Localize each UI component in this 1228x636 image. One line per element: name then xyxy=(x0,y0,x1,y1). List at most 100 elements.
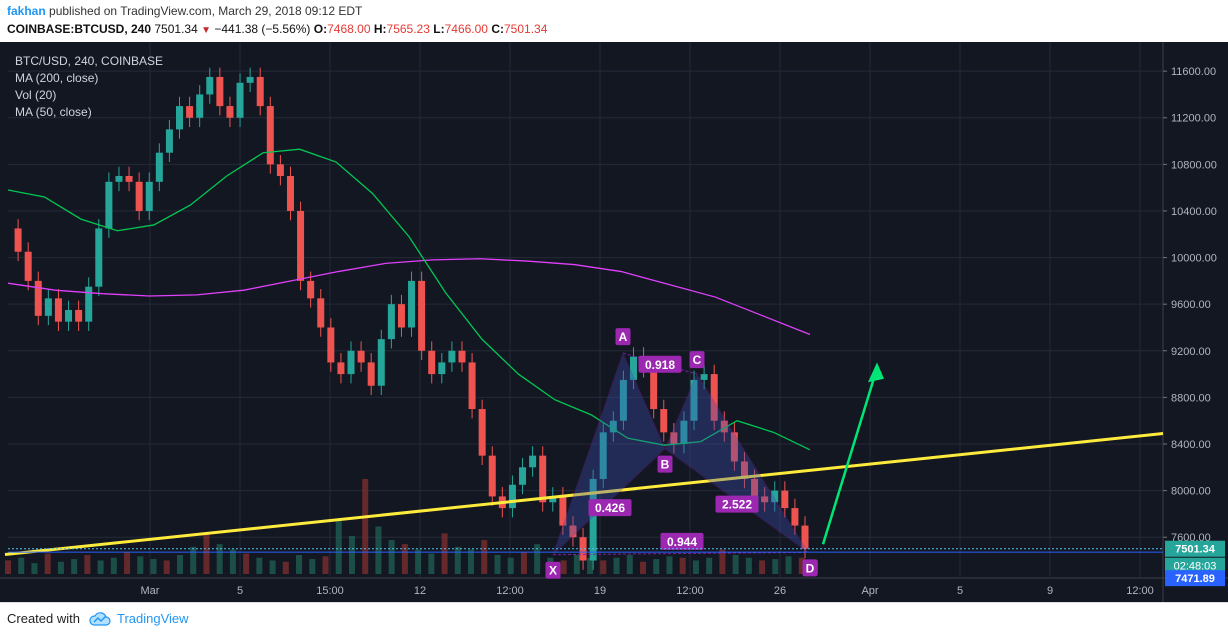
candle-body xyxy=(670,432,678,444)
current-price-value: 7501.34 xyxy=(1175,544,1216,556)
down-triangle-icon: ▼ xyxy=(201,25,212,36)
candle-body xyxy=(458,350,466,363)
countdown-value: 02:48:03 xyxy=(1174,561,1217,573)
tradingview-cloud-icon xyxy=(89,612,111,626)
volume-bar xyxy=(732,555,739,574)
volume-bar xyxy=(613,557,620,574)
candle-body xyxy=(307,280,315,299)
low-value: 7466.00 xyxy=(444,22,488,36)
trendline xyxy=(4,432,1164,556)
symbol-label[interactable]: COINBASE:BTCUSD, 240 xyxy=(7,22,152,36)
candle-body xyxy=(599,432,607,479)
candle-body xyxy=(801,525,809,549)
volume-bar xyxy=(203,533,210,574)
volume-bar xyxy=(282,561,289,574)
volume-bar xyxy=(692,560,699,574)
x-tick-label: 12:00 xyxy=(676,585,704,597)
price-chart[interactable]: 7600.008000.008400.008800.009200.009600.… xyxy=(0,42,1228,602)
pattern-ratio-label: 2.522 xyxy=(722,498,752,512)
volume-bar xyxy=(587,557,594,574)
candle-body xyxy=(740,461,748,479)
volume-bar xyxy=(97,560,104,574)
y-tick-label: 8000.00 xyxy=(1171,486,1211,498)
y-tick-label: 9600.00 xyxy=(1171,299,1211,311)
pattern-ratio-label: 0.426 xyxy=(595,501,625,515)
volume-bar xyxy=(507,557,514,574)
pattern-ac-line xyxy=(622,352,698,375)
candle-body xyxy=(186,106,194,118)
published-text: published on TradingView.com, March 29, … xyxy=(49,4,363,18)
footer: Created with TradingView xyxy=(0,602,1228,636)
candle-body xyxy=(781,490,789,509)
volume-bar xyxy=(362,479,369,574)
candle-body xyxy=(619,379,627,421)
candle-body xyxy=(519,467,527,485)
x-tick-label: Mar xyxy=(141,585,160,597)
candle-body xyxy=(256,76,264,107)
candle-body xyxy=(337,362,345,375)
author-name[interactable]: fakhan xyxy=(7,4,46,18)
volume-bar xyxy=(772,559,779,574)
candle-body xyxy=(297,210,305,281)
chart-background xyxy=(0,42,1228,602)
candle-body xyxy=(488,455,496,497)
candle-body xyxy=(549,496,557,503)
candle-body xyxy=(478,409,486,456)
close-value: 7501.34 xyxy=(504,22,548,36)
pattern-ratio-label-bg xyxy=(715,495,759,513)
chart-header: fakhan published on TradingView.com, Mar… xyxy=(0,0,1228,42)
candle-body xyxy=(589,478,597,561)
open-label: O: xyxy=(313,22,328,36)
volume-bar xyxy=(190,546,197,574)
candle-body xyxy=(95,228,103,287)
volume-bar xyxy=(309,559,316,574)
volume-bar xyxy=(124,552,131,574)
volume-bar xyxy=(216,544,223,574)
candle-body xyxy=(145,181,153,211)
volume-bar xyxy=(401,544,408,574)
volume-bar xyxy=(494,555,501,574)
created-with-text: Created with xyxy=(7,611,80,626)
chart-area[interactable]: 7600.00 8000.00 8400.00 8800.00 9200.00 9600.… xyxy=(0,42,1228,602)
volume-bar xyxy=(110,557,117,574)
tradingview-brand[interactable]: TradingView xyxy=(117,611,189,626)
volume-bar xyxy=(5,560,11,574)
volume-bar xyxy=(679,557,686,574)
volume-bar xyxy=(84,555,91,574)
legend-item: MA (50, close) xyxy=(15,105,92,119)
candle-body xyxy=(317,298,325,328)
candle-body xyxy=(165,129,173,153)
pattern-ratio-label-bg xyxy=(638,355,682,373)
candle-body xyxy=(730,432,738,462)
x-tick-label: 5 xyxy=(957,585,963,597)
candle-body xyxy=(44,298,52,316)
pattern-point-X-bg xyxy=(545,561,561,579)
ma50-line xyxy=(7,148,811,451)
volume-bar xyxy=(296,555,303,574)
volume-bar xyxy=(560,560,567,574)
volume-bar xyxy=(534,544,541,574)
x-tick-label: 19 xyxy=(594,585,606,597)
x-tick-label: 12 xyxy=(414,585,426,597)
volume-bar xyxy=(640,561,647,574)
candle-body xyxy=(54,298,62,322)
volume-bar xyxy=(520,552,527,574)
volume-bar xyxy=(706,557,713,574)
candle-body xyxy=(24,251,32,281)
ohlc-line: COINBASE:BTCUSD, 240 7501.34 ▼ −441.38 (… xyxy=(7,22,547,36)
y-tick-label: 9200.00 xyxy=(1171,346,1211,358)
volume-bar xyxy=(163,560,170,574)
low-price-value: 7471.89 xyxy=(1175,573,1215,585)
candle-body xyxy=(660,409,668,433)
projection-arrowhead xyxy=(868,362,884,383)
high-value: 7565.23 xyxy=(386,22,430,36)
y-tick-label: 10800.00 xyxy=(1171,159,1217,171)
volume-bar xyxy=(653,559,660,574)
candle-body xyxy=(438,362,446,375)
candle-body xyxy=(236,82,244,118)
volume-bar xyxy=(322,556,329,574)
volume-bar xyxy=(57,561,64,574)
open-value: 7468.00 xyxy=(327,22,371,36)
candle-body xyxy=(700,374,708,380)
ma200-line xyxy=(7,258,811,336)
